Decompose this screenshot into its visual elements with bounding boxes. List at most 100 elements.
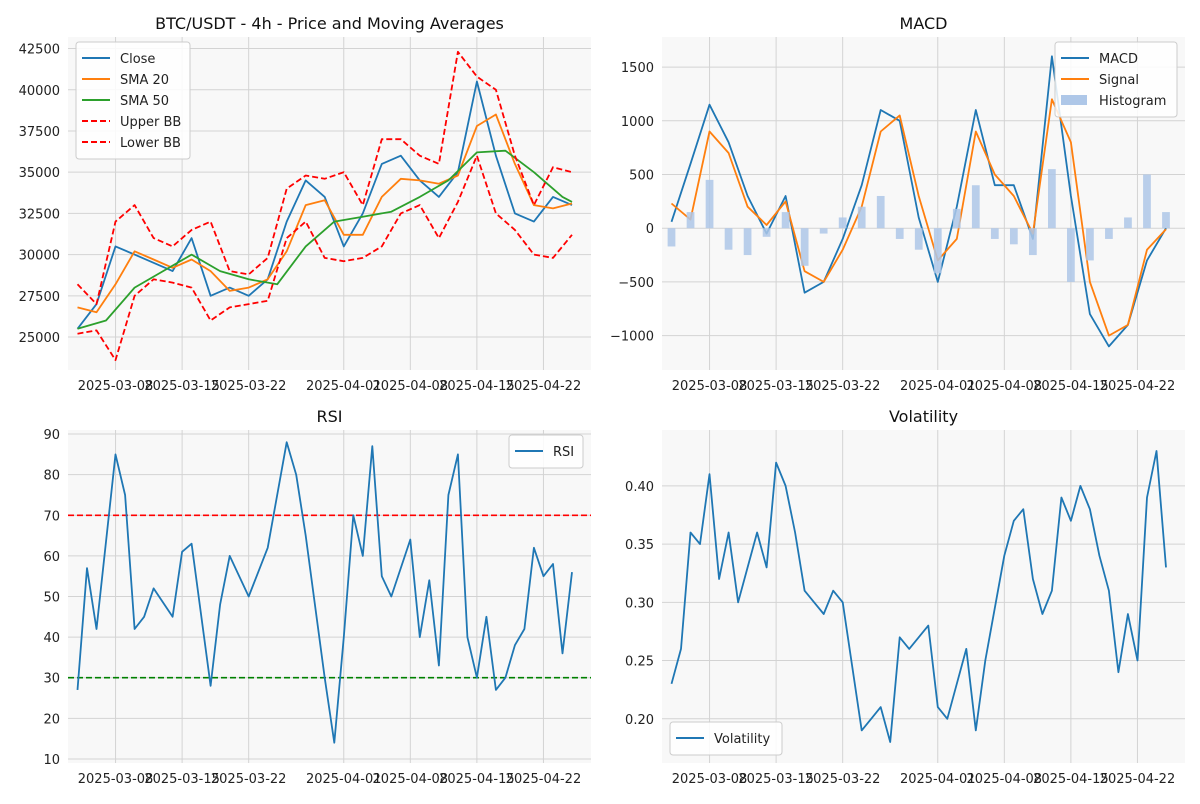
histogram-bar <box>895 228 904 239</box>
legend: RSI <box>508 434 584 469</box>
series-line-0 <box>76 441 573 744</box>
y-tick-label: 0.35 <box>625 538 654 553</box>
x-tick-label: 2025-04-08 <box>967 379 1043 394</box>
x-tick-label: 2025-04-15 <box>439 379 515 394</box>
histogram-bar <box>838 217 847 229</box>
legend-label: Volatility <box>714 732 770 747</box>
legend-label: SMA 20 <box>120 73 169 88</box>
series-line-1 <box>77 113 573 314</box>
legend-label: RSI <box>553 445 574 460</box>
legend-label: SMA 50 <box>120 94 169 109</box>
legend-box <box>75 41 191 160</box>
histogram-bar <box>1028 228 1037 256</box>
chart-title: Volatility <box>889 407 958 426</box>
y-tick-label: 70 <box>43 509 60 524</box>
histogram-bar <box>1143 174 1151 229</box>
histogram-bar <box>724 228 733 250</box>
legend-label: MACD <box>1099 52 1138 67</box>
x-tick-label: 2025-03-08 <box>78 379 154 394</box>
histogram-bar <box>933 228 942 274</box>
x-tick-label: 2025-04-22 <box>506 379 582 394</box>
y-tick-label: 90 <box>43 428 60 443</box>
y-tick-label: 30 <box>43 672 60 687</box>
y-tick-label: 0 <box>646 222 654 237</box>
histogram-bar <box>686 212 695 229</box>
y-tick-label: 1500 <box>621 61 654 76</box>
y-tick-label: 0.25 <box>625 655 654 670</box>
y-tick-label: 30000 <box>19 249 60 264</box>
series-line-4 <box>77 154 573 362</box>
chart-title: MACD <box>900 14 948 33</box>
histogram-bar <box>667 228 676 247</box>
histogram-bar <box>914 228 923 250</box>
x-tick-label: 2025-03-22 <box>805 379 881 394</box>
x-tick-label: 2025-04-08 <box>967 772 1043 787</box>
x-tick-label: 2025-03-08 <box>78 772 154 787</box>
legend-label: Histogram <box>1099 94 1166 109</box>
histogram-bar <box>1105 228 1113 239</box>
y-tick-label: 20 <box>43 712 60 727</box>
x-tick-label: 2025-04-15 <box>439 772 515 787</box>
y-tick-label: 500 <box>629 168 654 183</box>
histogram-bar <box>800 228 809 266</box>
x-tick-label: 2025-04-08 <box>373 772 449 787</box>
histogram-bar <box>876 195 885 229</box>
y-tick-label: −1000 <box>610 330 654 345</box>
series-line-3 <box>76 50 573 306</box>
y-tick-label: 42500 <box>19 43 60 58</box>
x-tick-label: 2025-04-22 <box>506 772 582 787</box>
legend-label: Upper BB <box>120 115 181 130</box>
histogram-bar <box>705 179 714 229</box>
histogram-bar <box>762 228 771 237</box>
x-tick-label: 2025-03-15 <box>144 772 220 787</box>
histogram-bar <box>1067 228 1075 282</box>
legend: Close SMA 20 SMA 50 Upper BB Lower BB <box>75 41 191 160</box>
x-tick-label: 2025-03-15 <box>738 772 814 787</box>
y-tick-label: 10 <box>43 753 60 768</box>
y-tick-label: 1000 <box>621 115 654 130</box>
x-tick-label: 2025-04-08 <box>373 379 449 394</box>
series-line-0 <box>670 450 1167 743</box>
x-tick-label: 2025-03-08 <box>672 772 748 787</box>
y-tick-label: 60 <box>43 550 60 565</box>
y-tick-label: 0.20 <box>625 713 654 728</box>
y-tick-label: 40 <box>43 631 60 646</box>
y-tick-label: 40000 <box>19 84 60 99</box>
x-tick-label: 2025-04-01 <box>306 379 382 394</box>
y-tick-label: 35000 <box>19 166 60 181</box>
x-tick-label: 2025-03-08 <box>672 379 748 394</box>
series-line-0 <box>76 80 573 330</box>
series-line-2 <box>77 149 573 330</box>
legend-label: Lower BB <box>120 136 181 151</box>
chart-panel-2: 1020304050607080902025-03-082025-03-1520… <box>43 407 591 787</box>
y-tick-label: 32500 <box>19 207 60 222</box>
histogram-bar <box>1124 217 1132 229</box>
chart-title: RSI <box>317 407 343 426</box>
y-tick-label: 0.30 <box>625 596 654 611</box>
histogram-bar <box>990 228 999 239</box>
chart-panel-0: 25000 27500 30000 32500 35000 37500 40000 42500… <box>19 14 591 394</box>
y-tick-label: 37500 <box>19 125 60 140</box>
series-line-0 <box>670 55 1167 348</box>
histogram-bar <box>1047 169 1056 229</box>
histogram-bar <box>781 212 790 229</box>
histogram-bar <box>819 228 828 234</box>
chart-title: BTC/USDT - 4h - Price and Moving Average… <box>155 14 504 33</box>
histogram-bar <box>952 208 961 229</box>
x-tick-label: 2025-04-15 <box>1033 772 1109 787</box>
histogram-bar <box>1086 228 1094 261</box>
x-tick-label: 2025-03-22 <box>211 379 287 394</box>
y-tick-label: 0.40 <box>625 480 654 495</box>
legend-box <box>508 434 584 469</box>
histogram-bar <box>971 185 980 229</box>
legend: MACD Signal Histogram <box>1054 41 1178 118</box>
x-tick-label: 2025-04-15 <box>1033 379 1109 394</box>
legend: Volatility <box>669 721 783 756</box>
x-tick-label: 2025-03-15 <box>144 379 220 394</box>
legend-box <box>669 721 783 756</box>
y-tick-label: 80 <box>43 469 60 484</box>
x-tick-label: 2025-03-22 <box>211 772 287 787</box>
histogram-bar <box>1162 212 1170 229</box>
x-tick-label: 2025-04-01 <box>900 772 976 787</box>
